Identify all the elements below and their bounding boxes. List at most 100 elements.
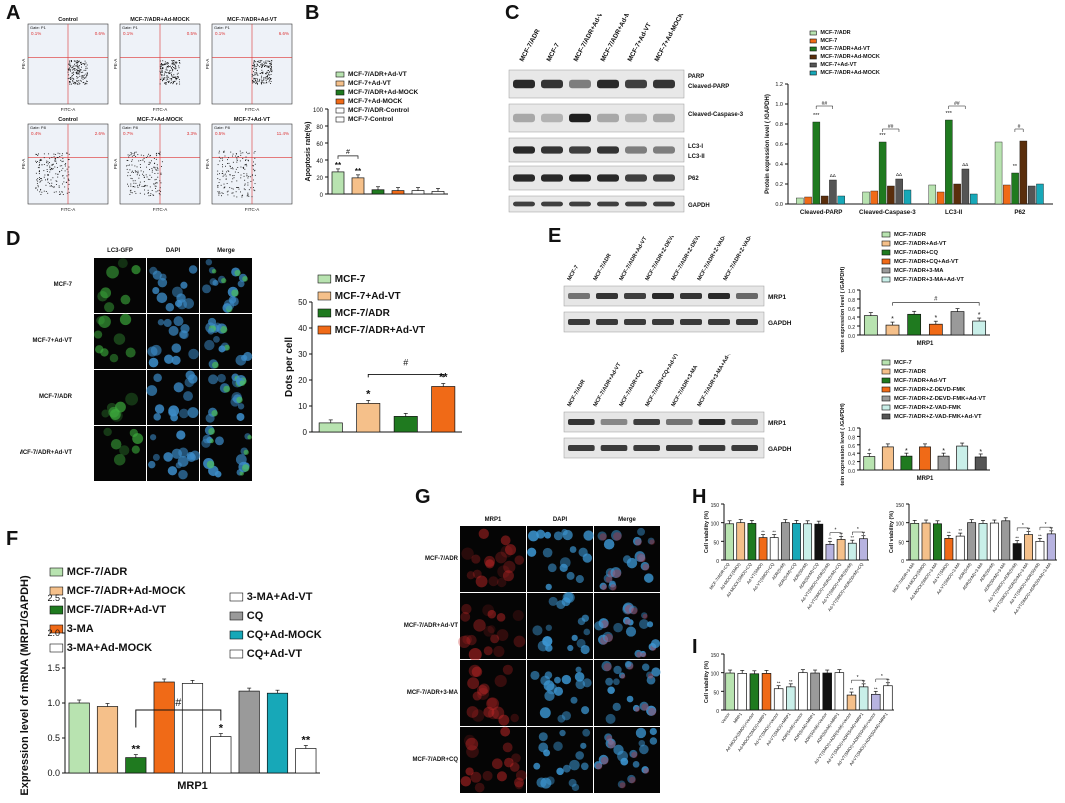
nucleus bbox=[598, 754, 609, 765]
mrp1-signal bbox=[513, 635, 526, 648]
legend-swatch bbox=[881, 267, 891, 274]
event-dot bbox=[129, 190, 131, 192]
event-dot bbox=[169, 65, 171, 67]
legend-swatch bbox=[881, 359, 891, 366]
event-dot bbox=[40, 189, 41, 191]
event-dot bbox=[263, 63, 265, 65]
event-dot bbox=[70, 69, 71, 71]
legend-label: MCF-7 bbox=[335, 274, 366, 285]
event-dot bbox=[139, 181, 141, 183]
event-dot bbox=[218, 182, 220, 183]
event-dot bbox=[253, 67, 255, 69]
event-dot bbox=[129, 169, 131, 171]
event-dot bbox=[220, 184, 222, 186]
event-dot bbox=[74, 70, 76, 71]
mrp1-overlay bbox=[641, 703, 649, 711]
mrp1-overlay bbox=[636, 651, 643, 658]
blot-band bbox=[680, 319, 702, 325]
legend-swatch bbox=[229, 649, 244, 659]
nucleus bbox=[638, 739, 646, 747]
event-dot bbox=[130, 154, 132, 156]
lane-label: MCF-7/ADR+Ad-VT bbox=[593, 361, 623, 408]
event-dot bbox=[237, 172, 239, 173]
event-dot bbox=[248, 175, 250, 177]
event-dot bbox=[258, 81, 260, 83]
event-dot bbox=[257, 61, 259, 63]
event-dot bbox=[262, 64, 264, 66]
row-label: MCF-7/ADR+Ad-VT bbox=[404, 623, 458, 629]
event-dot bbox=[134, 186, 136, 188]
event-dot bbox=[255, 83, 257, 85]
event-dot bbox=[254, 69, 256, 71]
event-dot bbox=[159, 83, 161, 85]
quadrant-ul-value: 0.1% bbox=[31, 31, 41, 36]
event-dot bbox=[66, 168, 68, 170]
panel-g-microscopy: MRP1 DAPI Merge MCF-7/ADR MCF-7/ADR+Ad-VT MCF… bbox=[388, 496, 688, 796]
event-dot bbox=[223, 183, 225, 185]
event-dot bbox=[85, 62, 87, 64]
blot-label: MRP1 bbox=[768, 420, 786, 427]
gfp-cell bbox=[125, 347, 136, 358]
event-dot bbox=[270, 81, 272, 82]
nucleus bbox=[641, 766, 649, 774]
event-dot bbox=[61, 153, 63, 155]
nucleus bbox=[208, 374, 219, 385]
legend-swatch bbox=[881, 368, 891, 375]
event-dot bbox=[245, 159, 247, 161]
event-dot bbox=[235, 168, 237, 170]
significance-mark: *** bbox=[945, 111, 952, 117]
blot-label: P62 bbox=[688, 176, 699, 182]
event-dot bbox=[256, 72, 258, 74]
gfp-overlay bbox=[211, 409, 218, 417]
event-dot bbox=[158, 193, 160, 195]
bar bbox=[936, 191, 945, 205]
bar bbox=[883, 685, 893, 711]
event-dot bbox=[174, 68, 176, 70]
bar bbox=[1024, 534, 1033, 561]
event-dot bbox=[176, 77, 178, 79]
event-dot bbox=[87, 73, 88, 75]
event-dot bbox=[268, 60, 270, 62]
bar bbox=[907, 313, 922, 336]
significance-bracket bbox=[367, 373, 444, 378]
legend-swatch bbox=[335, 71, 345, 78]
event-dot bbox=[133, 182, 135, 184]
event-dot bbox=[173, 76, 175, 78]
event-dot bbox=[175, 63, 177, 65]
significance-mark: ΔΔ bbox=[962, 162, 968, 167]
significance-mark: ** bbox=[777, 681, 781, 686]
event-dot bbox=[86, 80, 88, 82]
event-dot bbox=[36, 179, 38, 181]
nucleus bbox=[171, 448, 183, 459]
nucleus bbox=[569, 759, 580, 771]
event-dot bbox=[252, 74, 254, 76]
event-dot bbox=[265, 60, 267, 62]
nucleus bbox=[607, 686, 615, 695]
event-dot bbox=[78, 70, 80, 72]
event-dot bbox=[267, 66, 269, 68]
event-dot bbox=[167, 62, 169, 64]
event-dot bbox=[56, 180, 58, 182]
event-dot bbox=[85, 68, 87, 70]
event-dot bbox=[148, 163, 150, 165]
event-dot bbox=[247, 182, 249, 184]
event-dot bbox=[266, 65, 268, 67]
flow-plot-title: MCF-7+Ad-MOCK bbox=[137, 117, 183, 123]
event-dot bbox=[137, 170, 139, 172]
event-dot bbox=[159, 187, 161, 189]
legend-swatch bbox=[317, 308, 332, 318]
y-tick-label: 0.8 bbox=[848, 435, 855, 441]
significance-mark: ** bbox=[874, 686, 878, 691]
blot-band bbox=[569, 174, 591, 182]
nucleus bbox=[164, 354, 174, 364]
event-dot bbox=[261, 63, 263, 65]
event-dot bbox=[174, 76, 176, 78]
significance-mark: # bbox=[1018, 124, 1021, 130]
quadrant-ul-value: 0.7% bbox=[123, 131, 133, 136]
event-dot bbox=[130, 183, 132, 185]
significance-mark: ** bbox=[958, 528, 962, 533]
event-dot bbox=[135, 171, 137, 173]
event-dot bbox=[148, 153, 149, 155]
y-tick-label: 100 bbox=[896, 522, 905, 528]
mrp1-signal bbox=[470, 771, 482, 783]
